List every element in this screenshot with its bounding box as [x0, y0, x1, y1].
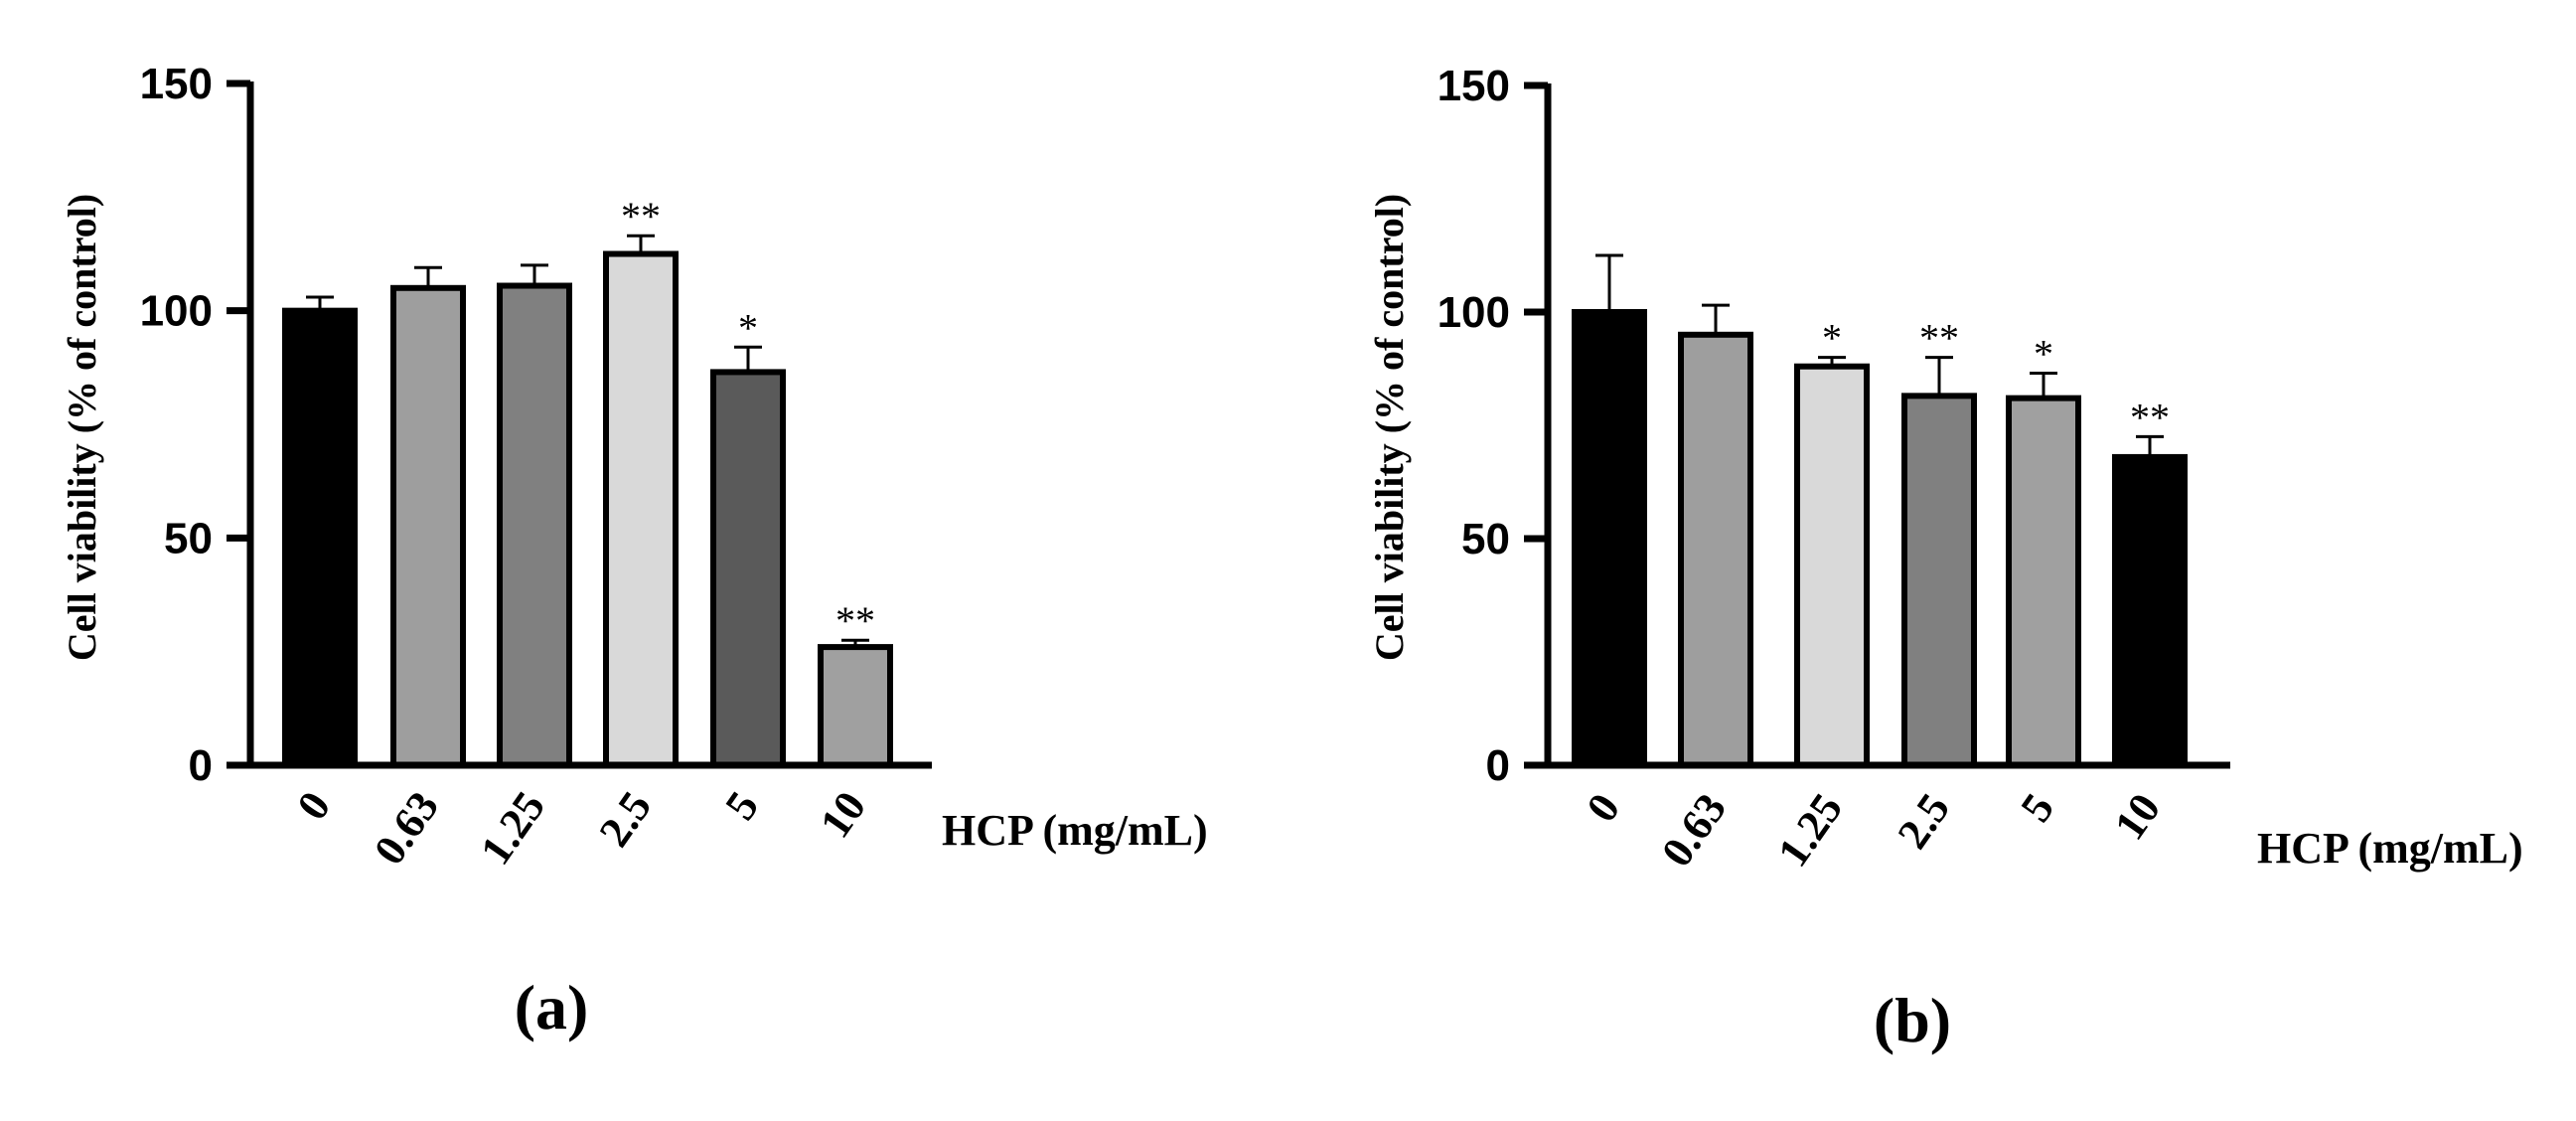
x-axis-label-a: HCP (mg/mL) — [942, 806, 1208, 855]
bar-b-0 — [1572, 309, 1647, 768]
bar-b-2.5 — [1901, 393, 1977, 768]
bar-b-1.25 — [1794, 363, 1870, 768]
y-tick-label-a-100: 100 — [140, 287, 213, 336]
x-tick-label-a-0.63: 0.63 — [365, 783, 448, 874]
bar-b-5 — [2006, 395, 2081, 768]
y-tick-label-b-0: 0 — [1486, 741, 1510, 790]
x-tick-label-b-0.63: 0.63 — [1652, 785, 1736, 876]
significance-marks-a: ***** — [621, 194, 875, 643]
significance-b-2.5: ** — [1919, 316, 1959, 361]
axes-a — [227, 80, 932, 769]
y-tick-labels-b: 0 50 100 150 — [1438, 62, 1510, 790]
x-tick-label-b-5: 5 — [2011, 785, 2063, 831]
bar-a-0 — [282, 307, 358, 768]
significance-b-5: * — [2034, 332, 2053, 377]
x-tick-label-a-2.5: 2.5 — [590, 783, 662, 856]
bar-b-0.63 — [1678, 331, 1753, 768]
x-axis-label-b: HCP (mg/mL) — [2257, 824, 2523, 873]
axes-b — [1524, 81, 2230, 769]
significance-b-10: ** — [2130, 395, 2170, 439]
bar-a-5 — [710, 369, 786, 768]
x-tick-label-a-5: 5 — [715, 783, 768, 829]
bars-b — [1572, 253, 2188, 768]
y-tick-label-a-150: 150 — [140, 60, 213, 108]
significance-marks-b: * ** *** — [1822, 316, 2170, 440]
x-tick-label-b-2.5: 2.5 — [1889, 785, 1960, 858]
significance-a-5: * — [738, 305, 758, 350]
y-tick-labels-a: 0 50 100 150 — [140, 60, 213, 790]
x-tick-label-a-1.25: 1.25 — [471, 783, 554, 874]
x-tick-label-a-0: 0 — [287, 783, 340, 829]
panel-label-b: (b) — [1874, 985, 1951, 1055]
significance-b-1.25: * — [1822, 316, 1842, 361]
bar-a-10 — [818, 644, 893, 768]
significance-a-2.5: ** — [621, 194, 661, 239]
x-tick-labels-b: 0 0.63 1.25 2.5 5 10 — [1577, 785, 2170, 876]
bars-a — [282, 234, 893, 768]
x-tick-label-b-10: 10 — [2105, 785, 2170, 849]
y-axis-label-a: Cell viability (% of control) — [60, 194, 104, 661]
x-tick-label-a-10: 10 — [811, 783, 875, 847]
bar-b-10 — [2112, 453, 2188, 768]
significance-a-10: ** — [835, 598, 875, 643]
y-tick-label-a-0: 0 — [189, 741, 213, 790]
x-tick-labels-a: 0 0.63 1.25 2.5 5 10 — [287, 783, 875, 874]
x-tick-label-b-0: 0 — [1577, 785, 1629, 831]
x-tick-label-b-1.25: 1.25 — [1768, 785, 1852, 876]
bar-a-2.5 — [603, 250, 679, 768]
y-tick-label-b-150: 150 — [1438, 62, 1510, 110]
bar-a-1.25 — [497, 282, 572, 768]
panel-label-a: (a) — [515, 972, 589, 1042]
y-tick-label-b-100: 100 — [1438, 288, 1510, 337]
y-tick-label-a-50: 50 — [164, 514, 213, 562]
bar-a-0.63 — [390, 284, 466, 768]
y-tick-label-b-50: 50 — [1461, 515, 1510, 563]
y-axis-label-b: Cell viability (% of control) — [1367, 194, 1412, 661]
